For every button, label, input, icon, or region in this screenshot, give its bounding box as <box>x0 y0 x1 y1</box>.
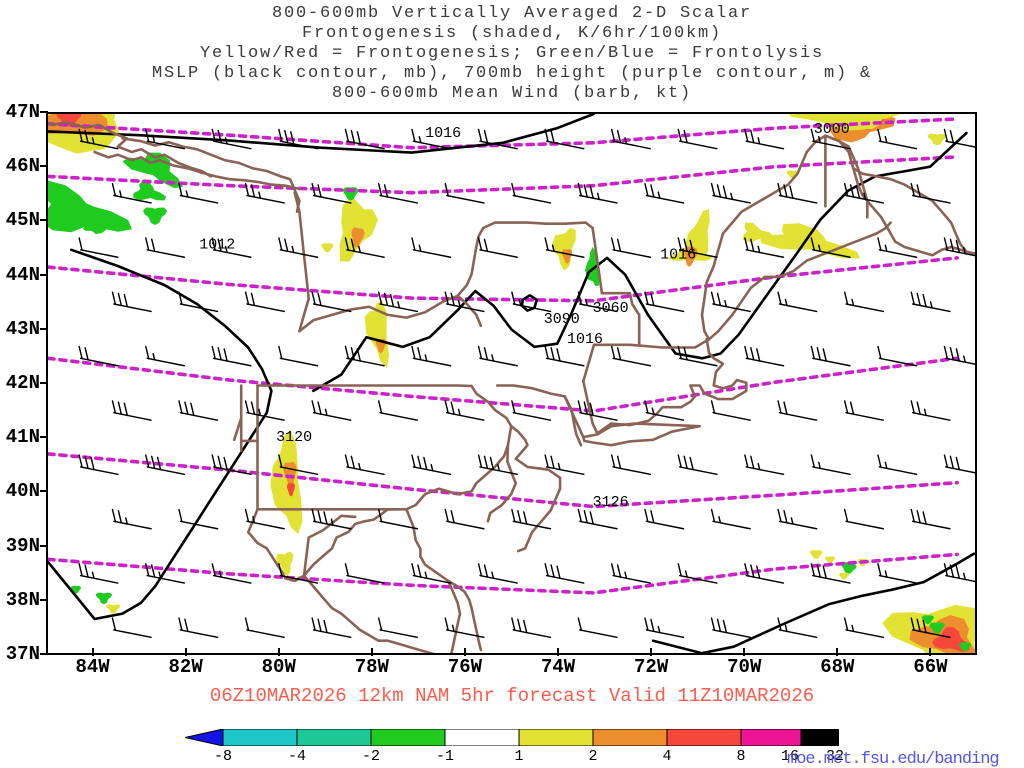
svg-text:3060: 3060 <box>593 300 629 317</box>
svg-text:1016: 1016 <box>660 246 696 263</box>
svg-text:3000: 3000 <box>814 121 850 138</box>
svg-text:3090: 3090 <box>544 311 580 328</box>
svg-text:3120: 3120 <box>276 429 312 446</box>
svg-text:1012: 1012 <box>199 237 235 254</box>
svg-text:3126: 3126 <box>593 494 629 511</box>
svg-text:1016: 1016 <box>567 331 603 348</box>
svg-text:1016: 1016 <box>425 125 461 142</box>
